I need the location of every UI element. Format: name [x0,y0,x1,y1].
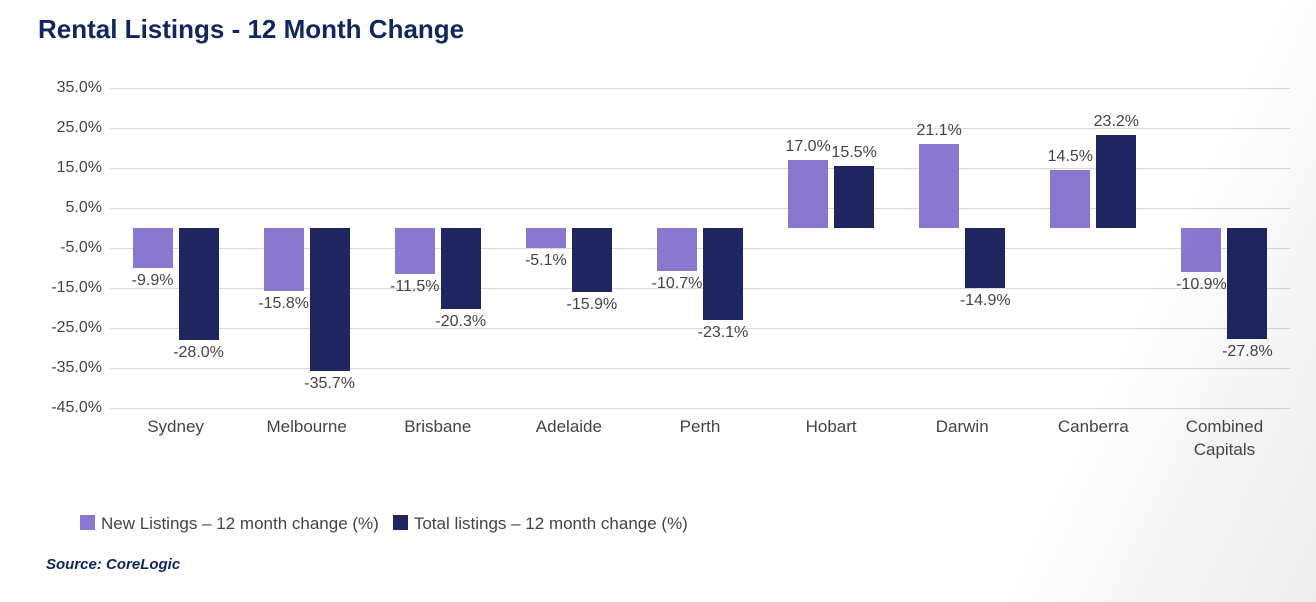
legend-label: New Listings – 12 month change (%) [101,514,379,533]
bar-value-label: -20.3% [435,313,486,331]
bar-value-label: -27.8% [1222,343,1273,361]
bar-value-label: -28.0% [173,344,224,362]
bar-value-label: -35.7% [304,375,355,393]
chart-title: Rental Listings - 12 Month Change [38,14,464,45]
bar-value-label: 17.0% [785,138,830,156]
bar [703,228,743,320]
bar [526,228,566,248]
category-label: Perth [680,416,721,439]
legend-swatch [80,515,95,530]
bar [310,228,350,371]
category-label: Sydney [147,416,204,439]
bar [1227,228,1267,339]
source-text: Source: CoreLogic [46,556,180,573]
y-axis-tick-label: -25.0% [51,319,102,337]
y-axis-tick-label: -45.0% [51,399,102,417]
grid-line [110,368,1290,369]
bar-value-label: -5.1% [525,252,567,270]
bar [572,228,612,292]
bar [834,166,874,228]
bar-value-label: 14.5% [1048,148,1093,166]
bar-value-label: -15.8% [258,295,309,313]
y-axis-tick-label: 15.0% [57,159,102,177]
bar [1096,135,1136,228]
category-label: Melbourne [266,416,346,439]
bar-value-label: 15.5% [831,144,876,162]
category-label: Darwin [936,416,989,439]
bar [395,228,435,274]
bar-value-label: -15.9% [567,296,618,314]
bar [441,228,481,309]
bar [657,228,697,271]
category-label: Brisbane [404,416,471,439]
bar-value-label: 21.1% [917,122,962,140]
bar [133,228,173,268]
legend-swatch [393,515,408,530]
bar [919,144,959,228]
legend-item: Total listings – 12 month change (%) [393,514,688,534]
bar [788,160,828,228]
category-label: Adelaide [536,416,602,439]
y-axis-tick-label: -35.0% [51,359,102,377]
grid-line [110,408,1290,409]
y-axis-tick-label: -5.0% [60,239,102,257]
bar-value-label: -14.9% [960,292,1011,310]
bar [1181,228,1221,272]
bar-value-label: 23.2% [1094,113,1139,131]
y-axis-tick-label: 25.0% [57,119,102,137]
legend: New Listings – 12 month change (%) Total … [80,514,688,534]
grid-line [110,88,1290,89]
bar [1050,170,1090,228]
legend-label: Total listings – 12 month change (%) [414,514,688,533]
bar [264,228,304,291]
category-label: Hobart [806,416,857,439]
bar-value-label: -11.5% [390,278,440,296]
bar-value-label: -23.1% [698,324,749,342]
bar [965,228,1005,288]
y-axis-tick-label: 35.0% [57,79,102,97]
category-label: Combined Capitals [1186,416,1264,462]
y-axis-tick-label: 5.0% [66,199,102,217]
bar-value-label: -10.9% [1176,276,1227,294]
bar [179,228,219,340]
bar-value-label: -10.7% [652,275,703,293]
chart-plot-area: -45.0%-35.0%-25.0%-15.0%-5.0%5.0%15.0%25… [110,88,1290,408]
category-label: Canberra [1058,416,1129,439]
legend-item: New Listings – 12 month change (%) [80,514,379,534]
y-axis-tick-label: -15.0% [51,279,102,297]
bar-value-label: -9.9% [132,272,174,290]
